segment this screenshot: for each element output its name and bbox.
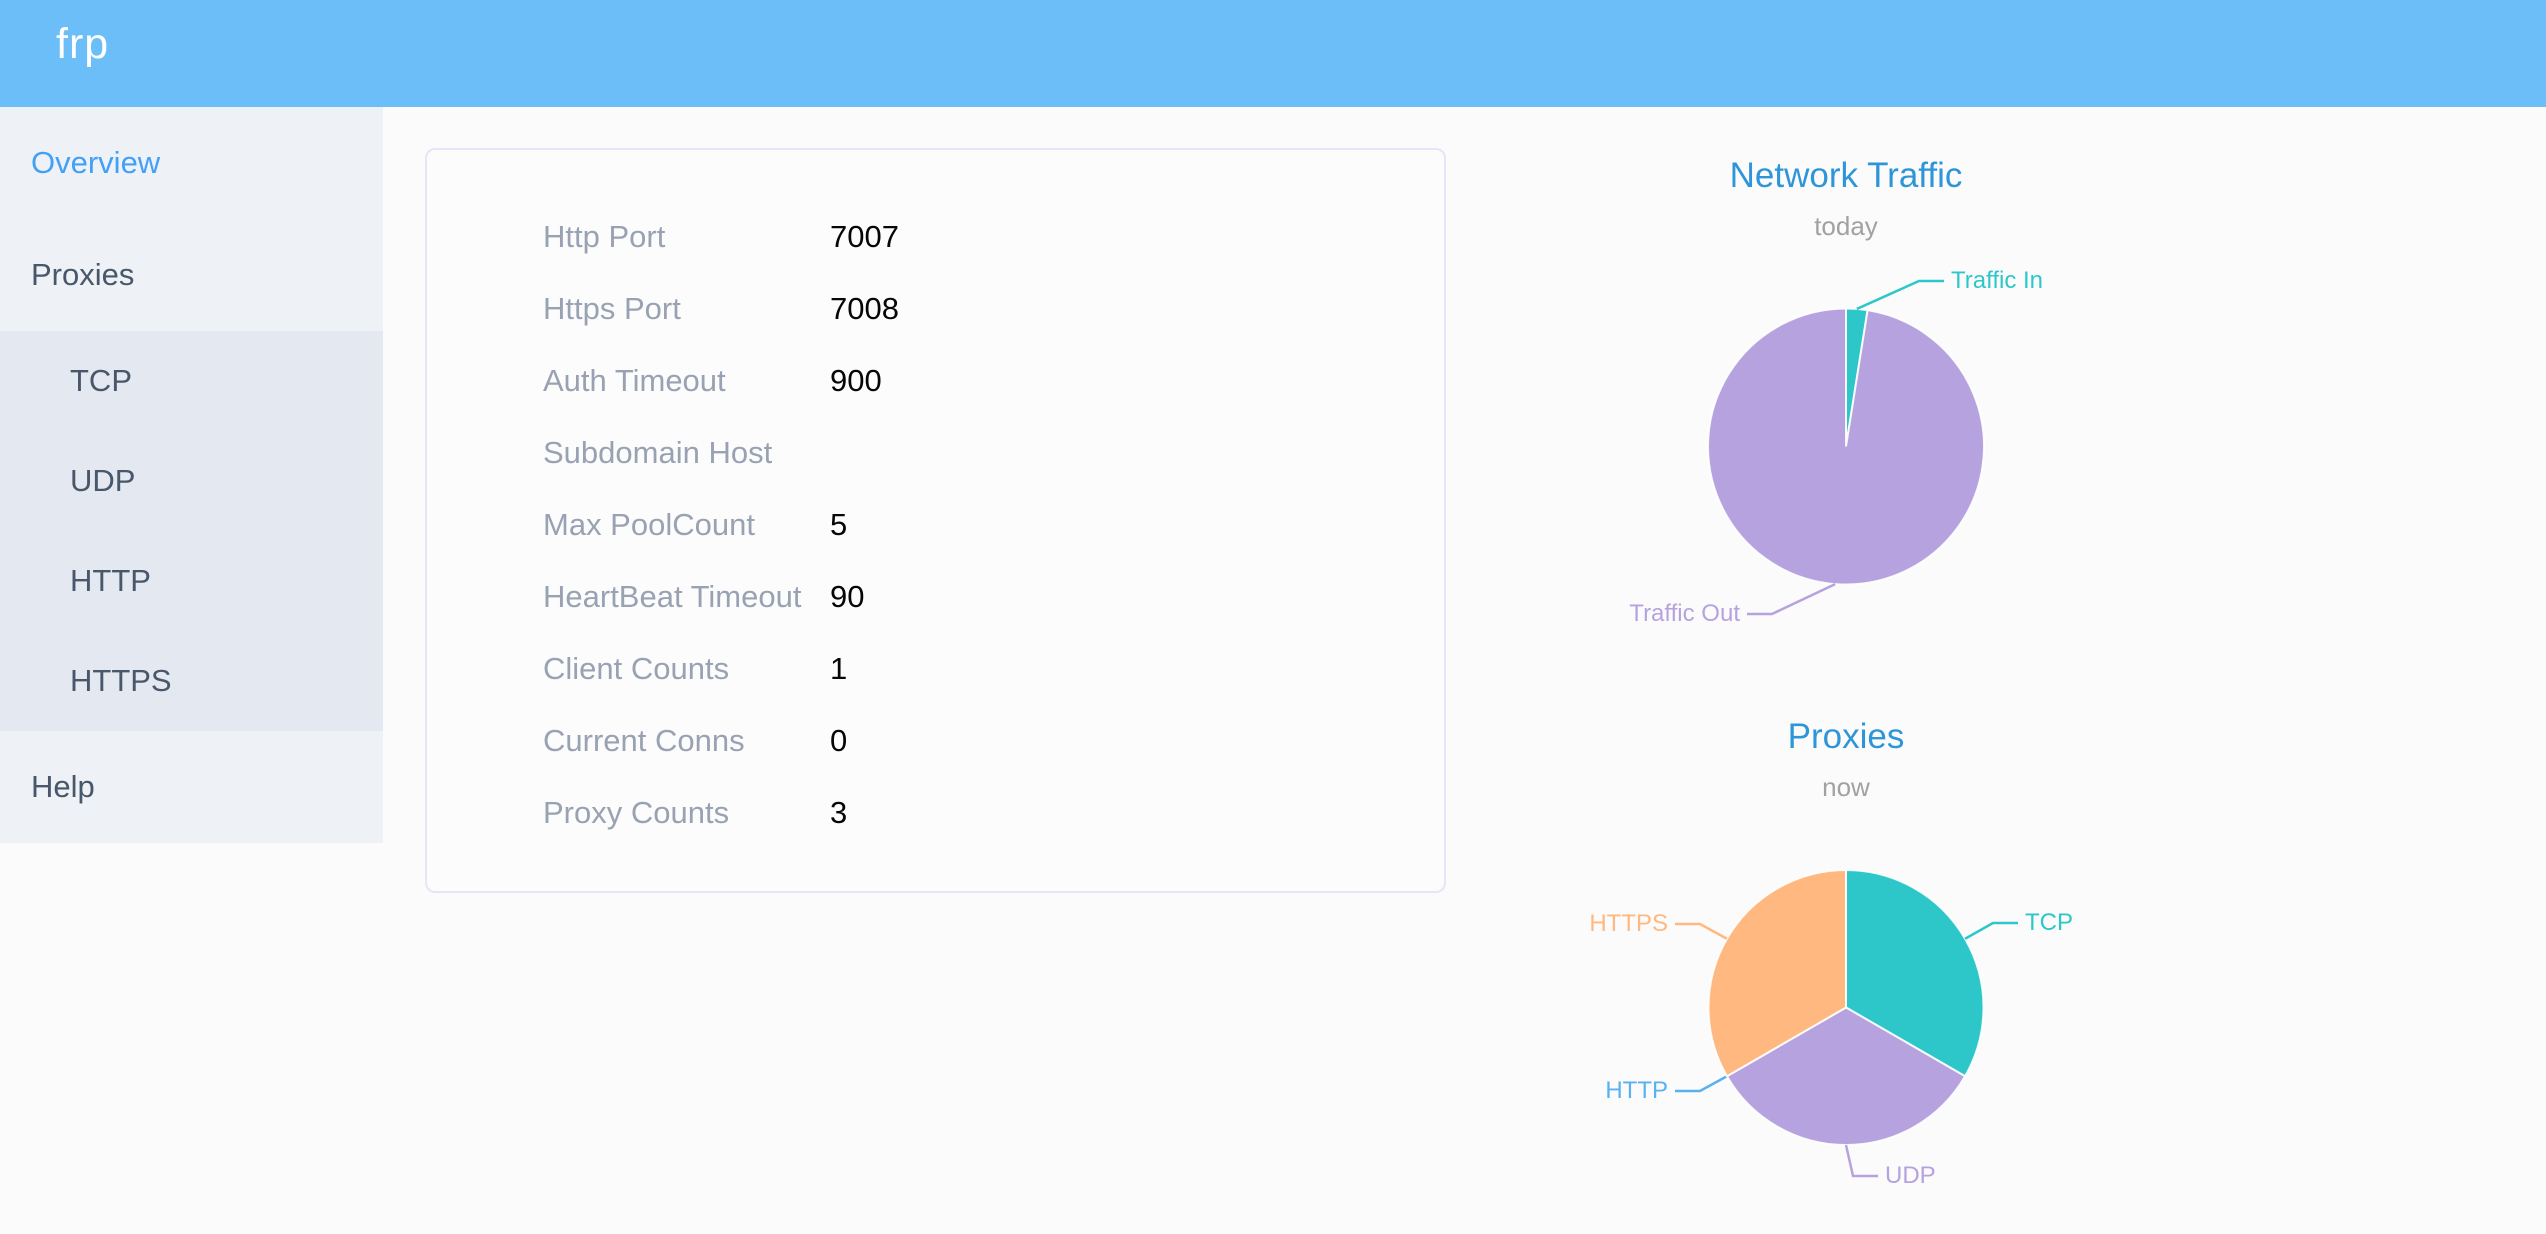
sidebar-item-udp[interactable]: UDP [0, 431, 383, 531]
udp-label: UDP [1885, 1162, 1936, 1189]
config-row: Auth Timeout 900 [427, 345, 1444, 417]
config-value: 3 [830, 795, 848, 830]
config-label: Auth Timeout [543, 363, 726, 398]
pie-leader-https [1675, 922, 1728, 940]
sidebar-item-label: TCP [70, 363, 132, 398]
config-label: Subdomain Host [543, 435, 773, 470]
tcp-label: TCP [2025, 909, 2073, 936]
sidebar-item-help[interactable]: Help [0, 731, 383, 843]
proxies-pie-chart [1675, 868, 2018, 1178]
sidebar-item-label: Proxies [31, 257, 135, 292]
config-row: Proxy Counts 3 [427, 777, 1444, 849]
config-value: 1 [830, 651, 848, 686]
pie-leader-tcp [1964, 921, 2018, 940]
sidebar-item-http[interactable]: HTTP [0, 531, 383, 631]
traffic-out-label: Traffic Out [1629, 600, 1740, 627]
app-header: frp [0, 0, 2546, 107]
sidebar-item-proxies[interactable]: Proxies [0, 219, 383, 331]
config-value: 900 [830, 363, 882, 398]
config-value: 7007 [830, 219, 899, 254]
traffic-chart-title: Network Traffic [1729, 156, 1963, 195]
traffic-in-label: Traffic In [1951, 267, 2044, 294]
config-value: 0 [830, 723, 848, 758]
config-row: Https Port 7008 [427, 273, 1444, 345]
sidebar-item-label: Overview [31, 145, 161, 180]
frp-logo: frp [56, 20, 110, 68]
pie-leader-http [1675, 1075, 1728, 1093]
config-row: Current Conns 0 [427, 705, 1444, 777]
https-label: HTTPS [1589, 910, 1668, 937]
sidebar-item-label: UDP [70, 463, 136, 498]
proxies-chart-title: Proxies [1787, 717, 1905, 756]
pie-leader-udp [1844, 1144, 1878, 1178]
config-label: Proxy Counts [543, 795, 730, 830]
config-label: Max PoolCount [543, 507, 755, 542]
sidebar-item-tcp[interactable]: TCP [0, 331, 383, 431]
config-row: Subdomain Host [427, 417, 1444, 489]
config-row: Client Counts 1 [427, 633, 1444, 705]
config-label: Current Conns [543, 723, 745, 758]
config-row: Http Port 7007 [427, 201, 1444, 273]
traffic-chart-subtitle: today [1814, 211, 1878, 241]
config-label: Https Port [543, 291, 681, 326]
server-config-card: Http Port 7007 Https Port 7008 Auth Timeou… [425, 148, 1446, 893]
network-traffic-pie-chart [1707, 279, 1985, 616]
sidebar-item-https[interactable]: HTTPS [0, 631, 383, 731]
config-value: 90 [830, 579, 865, 614]
config-row: HeartBeat Timeout 90 [427, 561, 1444, 633]
pie-slice-traffic-out[interactable] [1707, 307, 1985, 586]
config-value: 7008 [830, 291, 899, 326]
sidebar-nav: Overview Proxies TCP UDP HTTP HTTPS Help [0, 107, 383, 843]
config-label: Client Counts [543, 651, 730, 686]
config-row: Max PoolCount 5 [427, 489, 1444, 561]
sidebar-item-label: HTTP [70, 563, 151, 598]
config-label: Http Port [543, 219, 666, 254]
pie-leader-traffic-in [1856, 279, 1944, 311]
sidebar-item-label: Help [31, 769, 95, 804]
config-label: HeartBeat Timeout [543, 579, 802, 614]
http-label: HTTP [1605, 1077, 1668, 1104]
proxies-submenu: TCP UDP HTTP HTTPS [0, 331, 383, 731]
sidebar-item-overview[interactable]: Overview [0, 107, 383, 219]
pie-leader-traffic-out [1747, 582, 1836, 616]
proxies-chart-subtitle: now [1822, 772, 1870, 802]
sidebar-item-label: HTTPS [70, 663, 172, 698]
config-value: 5 [830, 507, 848, 542]
